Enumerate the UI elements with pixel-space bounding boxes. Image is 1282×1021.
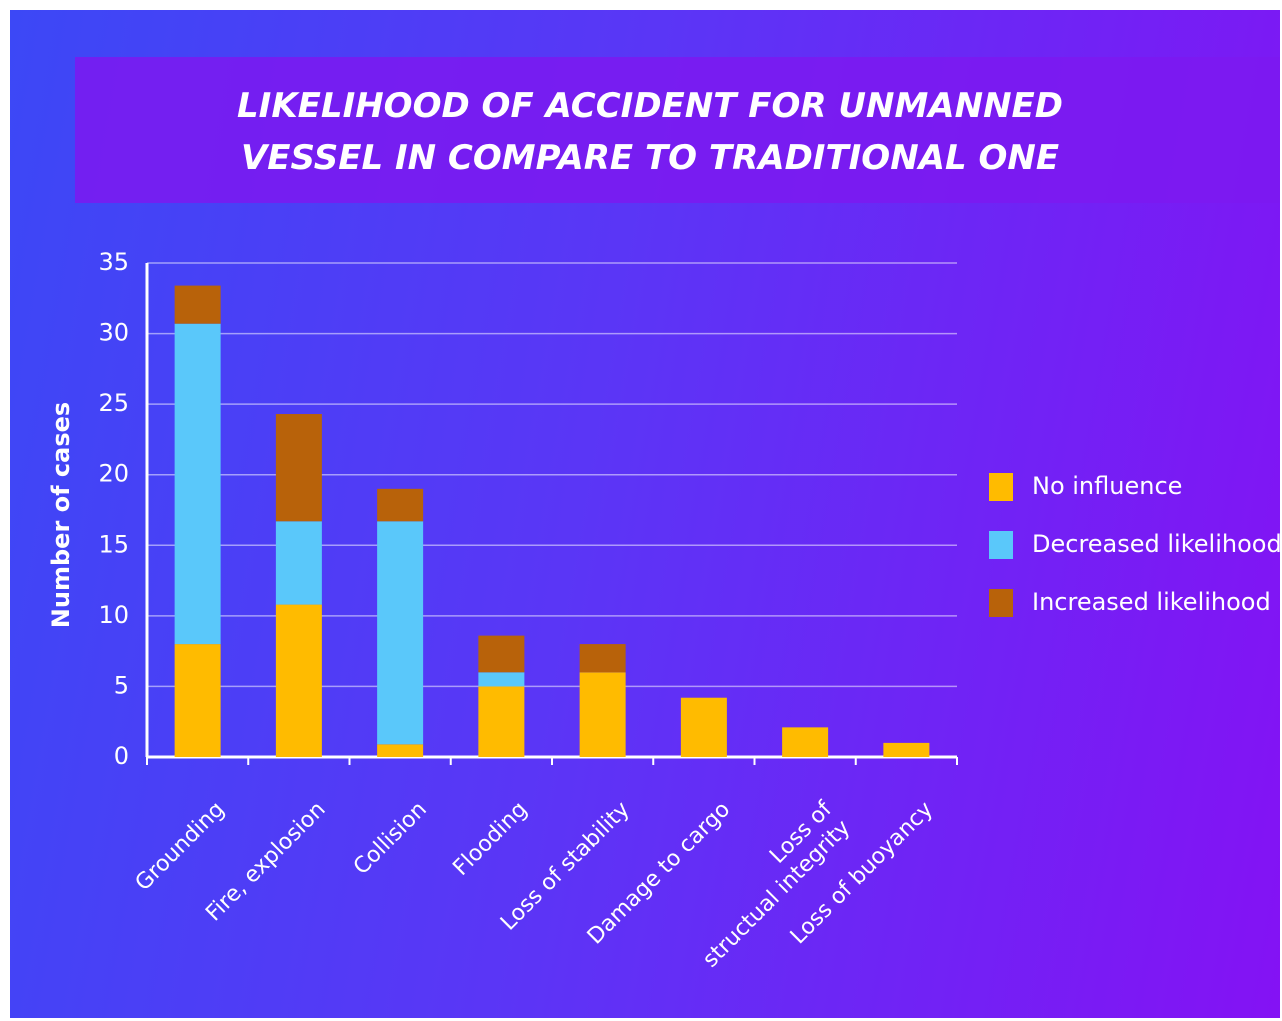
bar-segment (883, 742, 930, 757)
legend-label: Increased likelihood (1032, 588, 1271, 616)
y-tick-label: 30 (98, 319, 129, 347)
bar-segment (680, 697, 727, 757)
bar-segment (782, 727, 829, 757)
bar-segment (174, 644, 221, 757)
legend-label: Decreased likelihood (1032, 530, 1282, 558)
bar-segment (579, 644, 626, 673)
y-tick-label: 0 (114, 742, 129, 770)
bar-segment (275, 521, 322, 605)
y-tick-label: 5 (114, 671, 129, 699)
y-tick-label: 20 (98, 460, 129, 488)
y-tick-label: 25 (98, 389, 129, 417)
y-axis-label: Number of cases (47, 402, 75, 628)
bar-segment (478, 686, 525, 757)
bar-segment (174, 323, 221, 645)
legend-swatch (989, 531, 1013, 559)
y-tick-label: 35 (98, 248, 129, 276)
bar-segment (377, 521, 424, 745)
legend-label: No influence (1032, 472, 1182, 500)
legend-swatch (989, 473, 1013, 501)
bar-segment (275, 604, 322, 757)
chart-title: LIKELIHOOD OF ACCIDENT FOR UNMANNED VESS… (237, 86, 1063, 178)
y-tick-label: 10 (98, 601, 129, 629)
bar-segment (478, 635, 525, 673)
bar-segment (478, 672, 525, 687)
bar-segment (275, 414, 322, 522)
bar-segment (174, 285, 221, 324)
legend-swatch (989, 589, 1013, 617)
bar-segment (377, 488, 424, 522)
title-banner (75, 57, 1280, 203)
bar-segment (377, 744, 424, 757)
y-tick-label: 15 (98, 530, 129, 558)
bar-segment (579, 672, 626, 757)
